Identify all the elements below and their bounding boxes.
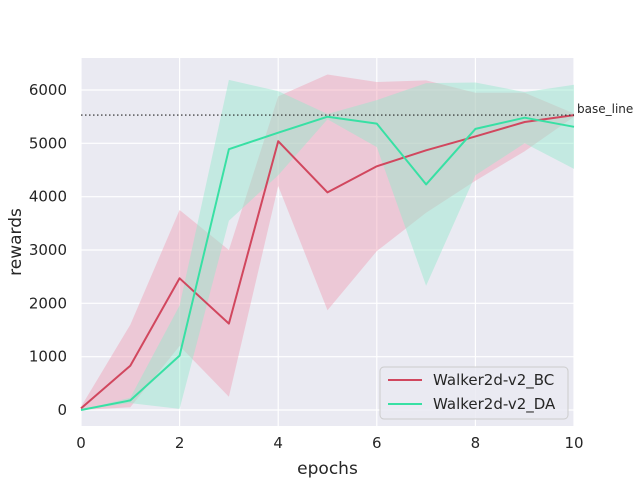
x-axis-title: epochs xyxy=(297,459,358,479)
x-tick-label: 0 xyxy=(76,434,86,452)
plot-area xyxy=(81,58,574,426)
band-bc xyxy=(81,74,574,410)
y-tick-label: 4000 xyxy=(29,188,67,206)
y-tick-label: 5000 xyxy=(29,134,67,152)
grid xyxy=(80,58,575,426)
x-tick-label: 2 xyxy=(175,434,185,452)
legend-box xyxy=(379,366,569,420)
x-tick-label: 10 xyxy=(564,434,583,452)
series-lines xyxy=(80,114,575,411)
annotations: base_line xyxy=(81,102,633,116)
y-tick-label: 0 xyxy=(57,401,67,419)
y-axis-title: rewards xyxy=(6,208,26,276)
confidence-bands xyxy=(81,74,574,411)
x-tick-label: 6 xyxy=(372,434,382,452)
y-tick-labels: 0 1000 2000 3000 4000 5000 6000 xyxy=(29,81,67,419)
y-tick-label: 2000 xyxy=(29,294,67,312)
baseline-label: base_line xyxy=(577,102,633,116)
y-tick-label: 6000 xyxy=(29,81,67,99)
series-line-da xyxy=(80,115,575,411)
band-da xyxy=(81,79,574,411)
legend-label-da: Walker2d-v2_DA xyxy=(433,395,556,414)
y-tick-label: 1000 xyxy=(29,348,67,366)
x-tick-label: 8 xyxy=(471,434,481,452)
legend-label-bc: Walker2d-v2_BC xyxy=(433,371,554,390)
x-tick-label: 4 xyxy=(273,434,283,452)
legend: Walker2d-v2_BC Walker2d-v2_DA xyxy=(379,366,569,420)
x-tick-labels: 0 2 4 6 8 10 xyxy=(76,434,583,452)
y-tick-label: 3000 xyxy=(29,241,67,259)
